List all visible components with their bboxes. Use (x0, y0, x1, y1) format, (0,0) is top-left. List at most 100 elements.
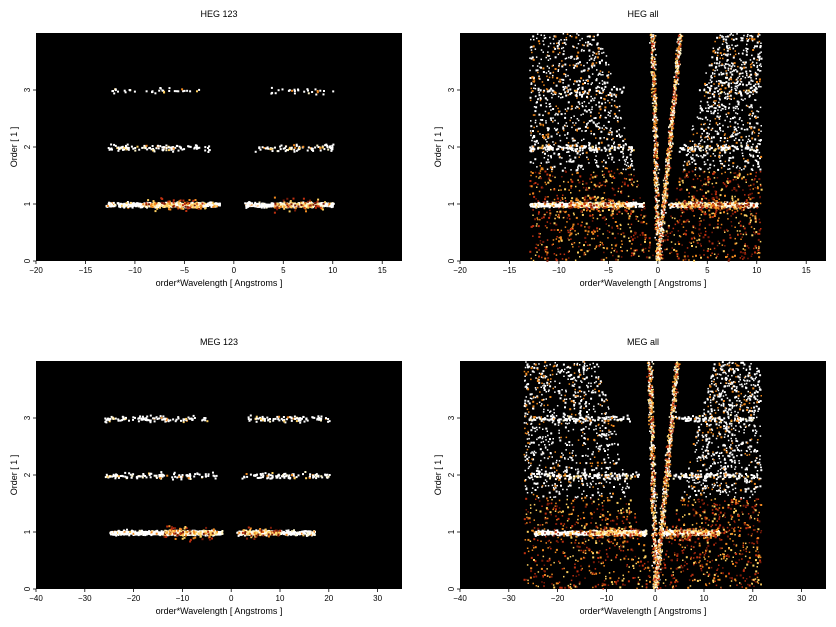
event-point (329, 146, 331, 148)
event-point (744, 201, 747, 203)
event-point (738, 186, 741, 188)
event-point (731, 249, 734, 252)
event-point (587, 83, 589, 85)
event-point (714, 118, 717, 120)
event-point (722, 40, 725, 43)
event-point (718, 36, 721, 39)
event-point (547, 196, 549, 198)
event-point (317, 198, 320, 201)
event-point (331, 146, 334, 149)
event-point (180, 207, 183, 210)
event-point (564, 112, 566, 115)
event-point (547, 55, 549, 57)
event-point (559, 199, 562, 202)
event-point (113, 143, 116, 146)
event-point (559, 139, 562, 142)
event-point (211, 201, 214, 204)
event-point (245, 205, 248, 207)
event-point (170, 146, 173, 149)
event-point (708, 202, 711, 204)
event-point (681, 179, 684, 182)
event-point (532, 58, 535, 61)
event-point (740, 98, 743, 101)
event-point (693, 159, 696, 162)
event-point (754, 251, 756, 254)
event-point (698, 238, 701, 241)
event-point (549, 174, 551, 177)
event-point (539, 123, 542, 126)
event-point (626, 156, 629, 159)
event-point (111, 148, 113, 151)
event-point (568, 155, 571, 157)
event-point (602, 91, 604, 94)
event-point (674, 217, 676, 220)
event-point (558, 47, 560, 50)
event-point (553, 201, 556, 204)
event-point (169, 146, 171, 149)
event-point (585, 206, 588, 209)
plot-area (460, 33, 826, 261)
event-point (169, 208, 172, 211)
event-point (546, 221, 549, 223)
event-point (608, 102, 611, 104)
event-point (758, 59, 760, 62)
event-point (110, 205, 113, 207)
event-point (595, 146, 597, 149)
event-point (733, 109, 735, 112)
event-point (180, 205, 183, 208)
event-point (750, 86, 753, 89)
event-point (540, 205, 543, 208)
event-point (164, 201, 167, 204)
event-point (755, 83, 757, 85)
event-point (216, 205, 218, 208)
event-point (687, 201, 690, 204)
event-point (540, 34, 542, 36)
event-point (591, 145, 594, 148)
event-point (552, 202, 554, 205)
event-point (294, 209, 297, 212)
event-point (143, 202, 146, 205)
event-point (700, 206, 703, 209)
event-point (177, 90, 180, 93)
event-point (628, 215, 631, 218)
event-point (592, 208, 595, 211)
event-point (547, 70, 550, 72)
event-point (670, 215, 672, 217)
event-point (162, 149, 164, 152)
event-point (537, 206, 540, 208)
event-point (759, 106, 762, 109)
event-point (713, 198, 715, 201)
event-point (298, 147, 301, 150)
event-point (620, 91, 623, 94)
event-point (156, 202, 159, 205)
event-point (204, 149, 207, 152)
event-point (635, 201, 637, 204)
event-point (727, 218, 729, 220)
event-point (545, 105, 548, 108)
event-point (729, 97, 731, 100)
event-point (730, 118, 732, 120)
event-point (719, 209, 722, 211)
x-axis-label: order*Wavelength [ Angstroms ] (156, 278, 283, 288)
event-point (682, 220, 685, 223)
event-point (718, 46, 721, 49)
event-point (548, 55, 551, 57)
event-point (752, 183, 755, 186)
event-point (536, 223, 538, 225)
event-point (263, 202, 266, 205)
event-point (578, 245, 580, 248)
event-point (162, 204, 165, 207)
event-point (547, 159, 549, 161)
event-point (714, 155, 716, 157)
event-point (126, 203, 129, 206)
event-point (582, 168, 584, 170)
event-point (553, 198, 556, 201)
event-point (679, 177, 682, 180)
event-point (573, 202, 576, 205)
event-point (160, 197, 163, 200)
event-point (576, 55, 579, 58)
event-point (638, 202, 641, 205)
event-point (732, 165, 734, 168)
event-point (716, 87, 718, 89)
